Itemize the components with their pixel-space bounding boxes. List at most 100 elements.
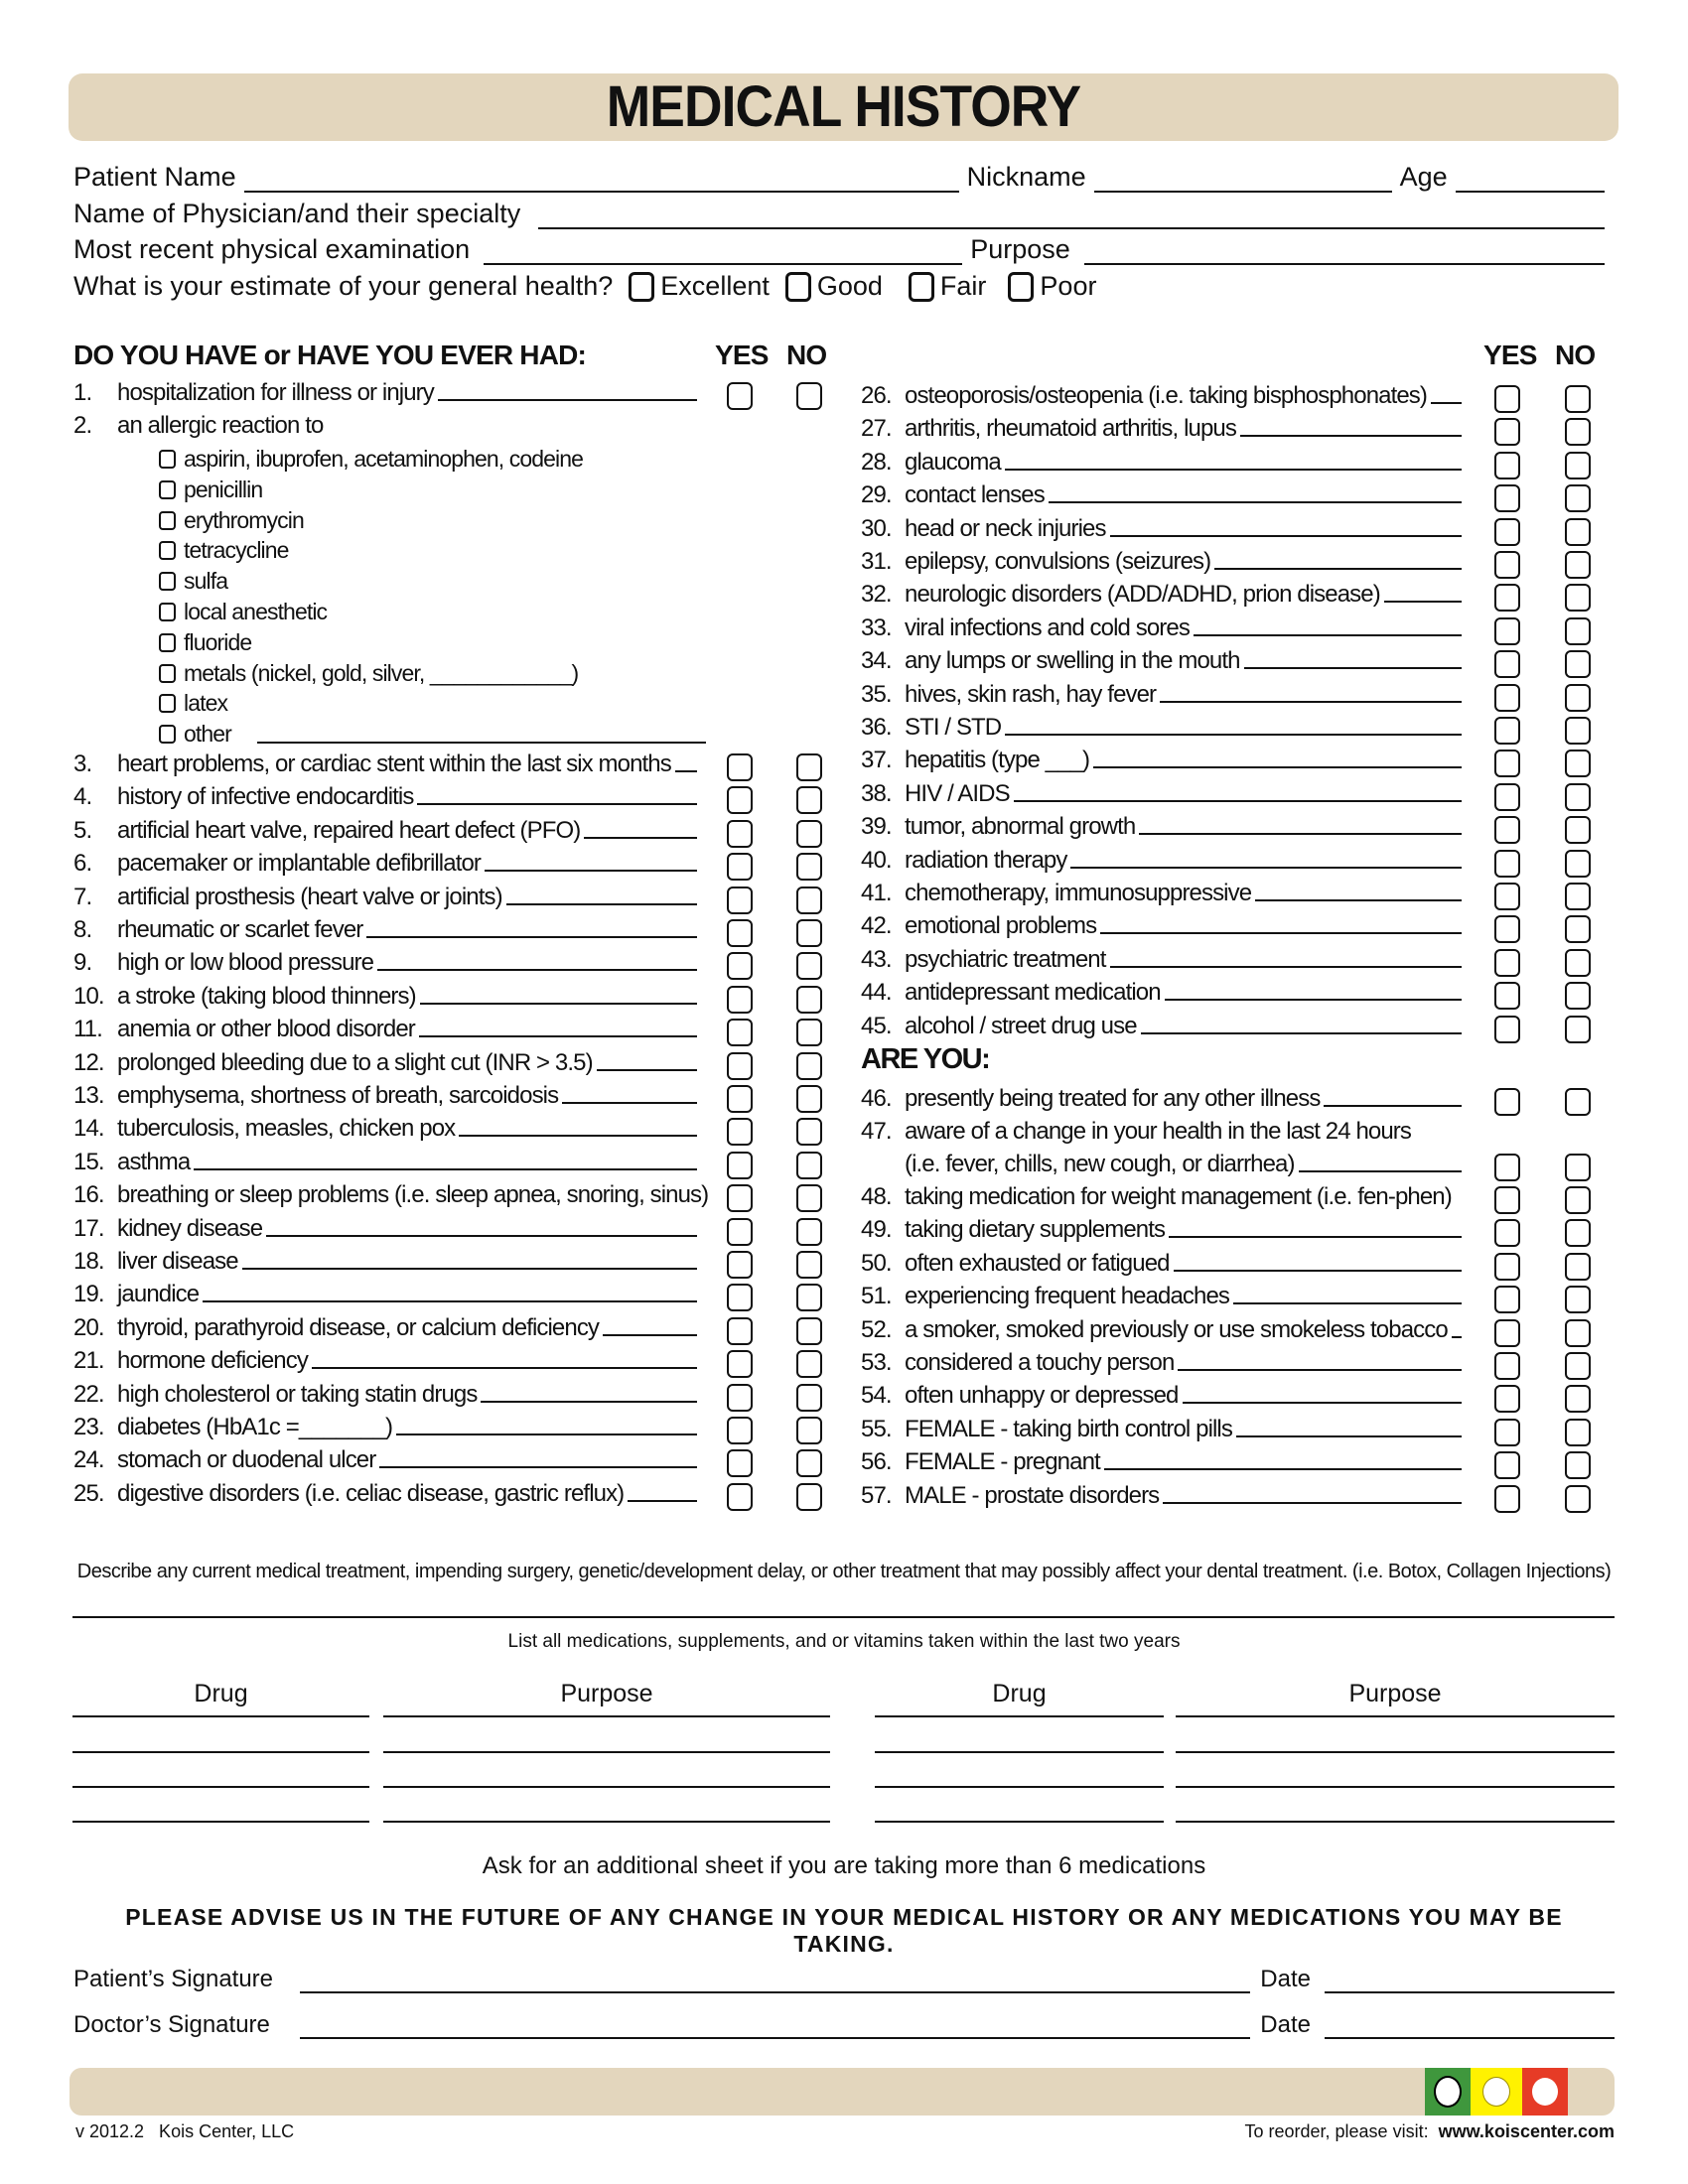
item-answer-line[interactable] [396,1433,697,1435]
other-allergy-field[interactable] [256,741,706,745]
item-answer-line[interactable] [628,1499,697,1502]
item-answer-line[interactable] [1139,833,1462,836]
no-checkbox[interactable] [1565,1318,1591,1347]
allergy-checkbox[interactable] [159,663,176,683]
no-checkbox[interactable] [1565,451,1591,479]
yes-checkbox[interactable] [1494,915,1520,944]
item-answer-line[interactable] [1109,534,1462,537]
item-answer-line[interactable] [1182,1402,1462,1405]
no-checkbox[interactable] [796,382,822,410]
item-answer-line[interactable] [1214,568,1462,570]
yes-checkbox[interactable] [1494,385,1520,413]
yes-checkbox[interactable] [1494,1451,1520,1480]
medication-entry-field[interactable] [875,1751,1164,1753]
medication-entry-field[interactable] [1176,1821,1615,1823]
no-checkbox[interactable] [796,819,822,848]
item-answer-line[interactable] [1164,999,1462,1002]
no-checkbox[interactable] [796,1184,822,1213]
yes-checkbox[interactable] [1494,1219,1520,1248]
item-answer-line[interactable] [1169,1236,1462,1239]
no-checkbox[interactable] [796,1019,822,1047]
yes-checkbox[interactable] [1494,683,1520,712]
item-answer-line[interactable] [603,1333,697,1336]
no-checkbox[interactable] [796,1151,822,1179]
no-checkbox[interactable] [796,919,822,947]
no-checkbox[interactable] [1565,1219,1591,1248]
allergy-checkbox[interactable] [159,572,176,592]
item-answer-line[interactable] [1324,1105,1462,1107]
yes-checkbox[interactable] [1494,1352,1520,1380]
item-answer-line[interactable] [1100,932,1462,935]
no-checkbox[interactable] [1565,616,1591,645]
yes-checkbox[interactable] [727,1251,753,1279]
item-answer-line[interactable] [1298,1170,1462,1172]
no-checkbox[interactable] [796,1284,822,1312]
item-answer-line[interactable] [266,1234,697,1237]
yes-checkbox[interactable] [727,853,753,882]
no-checkbox[interactable] [1565,982,1591,1011]
no-checkbox[interactable] [1565,1352,1591,1380]
yes-checkbox[interactable] [1494,650,1520,679]
medication-entry-field[interactable] [1176,1751,1615,1753]
item-answer-line[interactable] [1193,633,1462,636]
yes-checkbox[interactable] [727,1151,753,1179]
item-answer-line[interactable] [241,1268,697,1270]
yes-checkbox[interactable] [1494,750,1520,778]
no-checkbox[interactable] [796,853,822,882]
yes-checkbox[interactable] [1494,816,1520,845]
allergy-checkbox[interactable] [159,725,176,745]
no-checkbox[interactable] [1565,1088,1591,1116]
medication-entry-field[interactable] [72,1786,369,1788]
item-answer-line[interactable] [1243,667,1462,670]
yes-checkbox[interactable] [1494,982,1520,1011]
item-answer-line[interactable] [437,399,697,401]
yes-checkbox[interactable] [1494,717,1520,745]
yes-checkbox[interactable] [727,1019,753,1047]
no-checkbox[interactable] [1565,385,1591,413]
no-checkbox[interactable] [1565,551,1591,579]
item-answer-line[interactable] [674,770,697,772]
yes-checkbox[interactable] [1494,584,1520,613]
item-answer-line[interactable] [311,1367,697,1370]
item-answer-line[interactable] [596,1068,697,1071]
item-answer-line[interactable] [203,1300,697,1303]
yes-checkbox[interactable] [1494,849,1520,878]
no-checkbox[interactable] [1565,1484,1591,1513]
yes-checkbox[interactable] [727,1417,753,1444]
doctor-signature-field[interactable] [300,2011,1251,2039]
item-answer-line[interactable] [485,870,697,873]
no-checkbox[interactable] [796,886,822,914]
item-answer-line[interactable] [419,1002,697,1005]
no-checkbox[interactable] [1565,948,1591,977]
no-checkbox[interactable] [1565,717,1591,745]
yes-checkbox[interactable] [1494,616,1520,645]
allergy-checkbox[interactable] [159,479,176,499]
yes-checkbox[interactable] [1494,1088,1520,1116]
yes-checkbox[interactable] [1494,551,1520,579]
yes-checkbox[interactable] [1494,883,1520,910]
no-checkbox[interactable] [1565,1154,1591,1181]
medication-entry-field[interactable] [383,1786,830,1788]
yes-checkbox[interactable] [727,919,753,947]
no-checkbox[interactable] [796,1251,822,1279]
yes-checkbox[interactable] [727,985,753,1014]
no-checkbox[interactable] [1565,484,1591,513]
yes-checkbox[interactable] [727,1184,753,1213]
item-answer-line[interactable] [1173,1269,1462,1272]
yes-checkbox[interactable] [727,753,753,781]
item-answer-line[interactable] [562,1102,697,1104]
item-answer-line[interactable] [584,836,697,839]
yes-checkbox[interactable] [727,1482,753,1511]
item-answer-line[interactable] [1383,601,1462,604]
item-answer-line[interactable] [1004,468,1462,471]
yes-checkbox[interactable] [727,1217,753,1246]
item-answer-line[interactable] [1160,700,1462,703]
yes-checkbox[interactable] [727,819,753,848]
item-answer-line[interactable] [418,1035,697,1038]
allergy-checkbox[interactable] [159,632,176,652]
age-field[interactable] [1455,165,1605,193]
yes-checkbox[interactable] [727,1383,753,1412]
yes-checkbox[interactable] [1494,418,1520,447]
yes-checkbox[interactable] [1494,484,1520,513]
item-answer-line[interactable] [481,1400,697,1403]
